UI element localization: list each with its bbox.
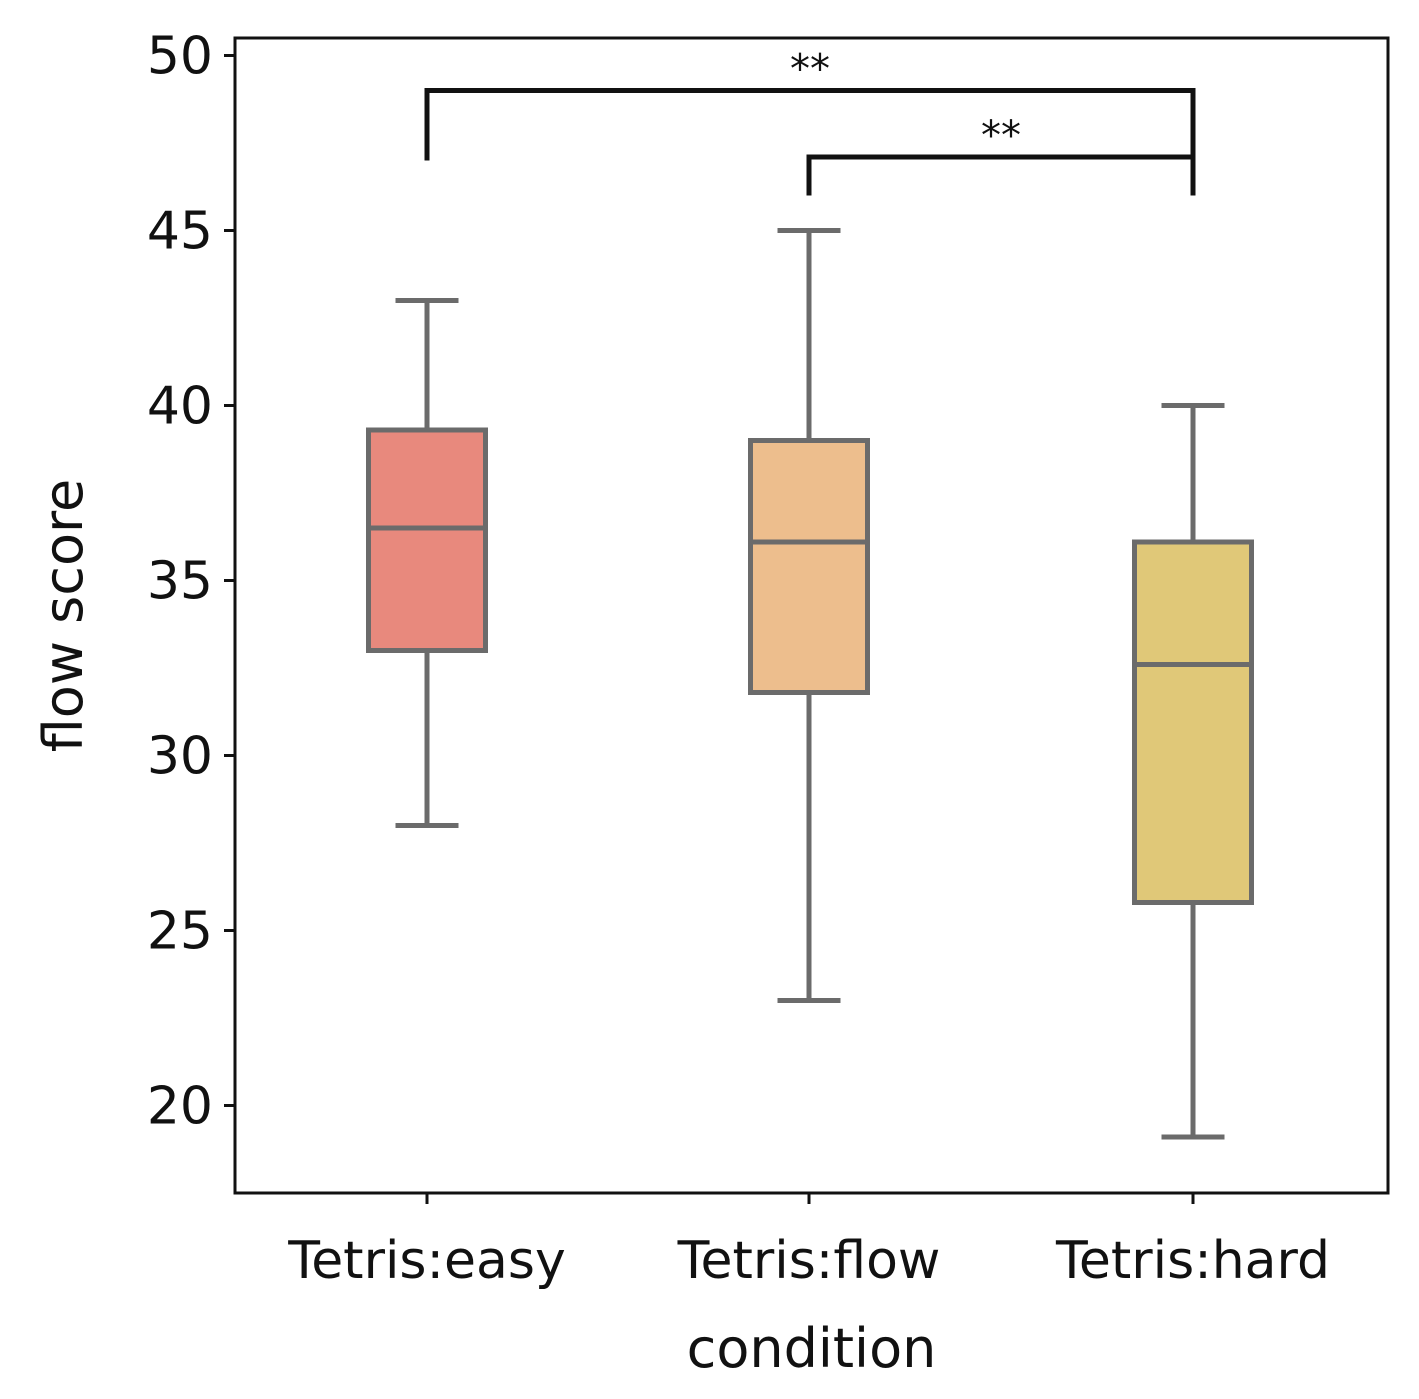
y-tick-label: 30 xyxy=(147,727,213,787)
y-tick-label: 25 xyxy=(147,902,213,962)
y-tick-label: 45 xyxy=(147,202,213,262)
significance-label: ** xyxy=(790,47,830,93)
ticks-group: 20 25 30 35 40 45 50 Tetris:easy Tetris:flow Tetr… xyxy=(147,27,1330,1292)
y-tick-label: 40 xyxy=(147,377,213,437)
iqr-box xyxy=(748,438,870,695)
x-tick-label: Tetris:flow xyxy=(677,1231,941,1291)
x-tick-label: Tetris:hard xyxy=(1055,1231,1330,1291)
x-axis-label: condition xyxy=(687,1317,937,1380)
y-tick-label: 35 xyxy=(147,552,213,612)
significance-group: ** ** xyxy=(424,47,1196,196)
iqr-box xyxy=(366,427,488,653)
iqr-box xyxy=(1132,539,1254,905)
box-3 xyxy=(1132,403,1254,1140)
significance-bracket-2: ** xyxy=(806,113,1196,196)
box-1 xyxy=(366,298,488,828)
x-tick-label: Tetris:easy xyxy=(287,1231,565,1291)
y-tick-label: 20 xyxy=(147,1077,213,1137)
significance-bracket-line xyxy=(424,88,1196,161)
significance-bracket-1: ** xyxy=(424,47,1196,161)
y-tick-label: 50 xyxy=(147,27,213,87)
box-2 xyxy=(748,228,870,1003)
significance-label: ** xyxy=(981,113,1021,159)
y-axis-label: flow score xyxy=(32,479,95,752)
significance-bracket-line xyxy=(806,154,1196,196)
boxes-group xyxy=(366,228,1254,1140)
